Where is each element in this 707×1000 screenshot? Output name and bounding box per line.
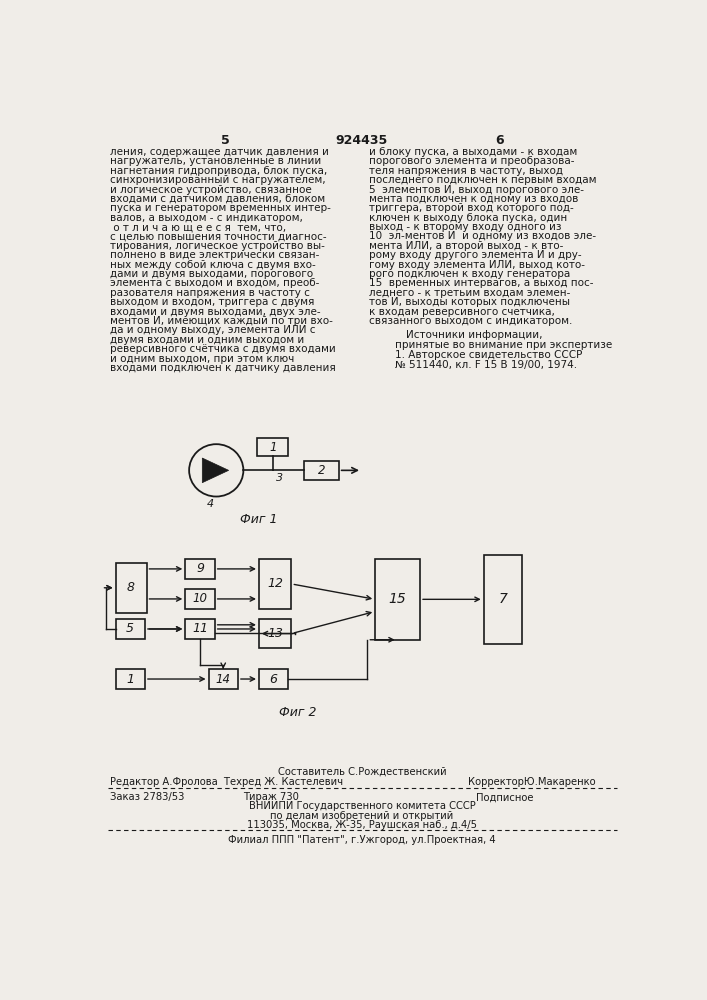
Text: с целью повышения точности диагнос-: с целью повышения точности диагнос- [110, 231, 327, 241]
Text: 6: 6 [495, 134, 503, 147]
Bar [259, 669, 288, 689]
Text: 15  временных интервагов, а выход пос-: 15 временных интервагов, а выход пос- [369, 278, 593, 288]
Text: Подписное: Подписное [476, 792, 533, 802]
Text: о т л и ч а ю щ е е с я  тем, что,: о т л и ч а ю щ е е с я тем, что, [110, 222, 286, 232]
Text: тирования, логическое устройство вы-: тирования, логическое устройство вы- [110, 241, 325, 251]
Text: мента ИЛИ, а второй выход - к вто-: мента ИЛИ, а второй выход - к вто- [369, 241, 563, 251]
Text: 2: 2 [317, 464, 325, 477]
Bar [257, 438, 288, 456]
Text: ления, содержащее датчик давления и: ления, содержащее датчик давления и [110, 147, 329, 157]
Text: Фиг 1: Фиг 1 [240, 513, 278, 526]
Text: 13: 13 [267, 627, 283, 640]
Text: Тираж 730: Тираж 730 [243, 792, 299, 802]
Text: 6: 6 [269, 673, 278, 686]
Bar [185, 619, 215, 639]
Text: по делам изобретений и открытий: по делам изобретений и открытий [270, 811, 454, 821]
Text: последнего подключен к первым входам: последнего подключен к первым входам [369, 175, 597, 185]
Text: 8: 8 [127, 581, 135, 594]
Text: Заказ 2783/53: Заказ 2783/53 [110, 792, 185, 802]
Text: 9: 9 [196, 562, 204, 575]
Text: 10  эл-ментов И  и одному из входов эле-: 10 эл-ментов И и одному из входов эле- [369, 231, 596, 241]
Text: Фиг 2: Фиг 2 [279, 706, 316, 719]
Bar [259, 619, 291, 648]
Text: входами подключен к датчику давления: входами подключен к датчику давления [110, 363, 336, 373]
Text: реверсивного счётчика с двумя входами: реверсивного счётчика с двумя входами [110, 344, 336, 354]
Bar [185, 589, 215, 609]
Text: 5: 5 [221, 134, 230, 147]
Text: 113035, Москва, Ж-35, Раушская наб., д.4/5: 113035, Москва, Ж-35, Раушская наб., д.4… [247, 820, 477, 830]
Text: Составитель С.Рождественский: Составитель С.Рождественский [278, 767, 446, 777]
Text: разователя напряжения в частоту с: разователя напряжения в частоту с [110, 288, 310, 298]
Text: и логическое устройство, связанное: и логическое устройство, связанное [110, 185, 312, 195]
Text: мента подключен к одному из входов: мента подключен к одному из входов [369, 194, 578, 204]
Text: порогового элемента и преобразова-: порогового элемента и преобразова- [369, 156, 574, 166]
Text: входами с датчиком давления, блоком: входами с датчиком давления, блоком [110, 194, 325, 204]
Text: № 511440, кл. F 15 В 19/00, 1974.: № 511440, кл. F 15 В 19/00, 1974. [395, 360, 577, 370]
Text: 4: 4 [207, 499, 214, 509]
Bar [304, 461, 339, 480]
Text: ных между собой ключа с двумя вхо-: ных между собой ключа с двумя вхо- [110, 260, 316, 270]
Text: Филиал ППП "Патент", г.Ужгород, ул.Проектная, 4: Филиал ППП "Патент", г.Ужгород, ул.Проек… [228, 835, 496, 845]
Text: синхронизированный с нагружателем,: синхронизированный с нагружателем, [110, 175, 326, 185]
Text: 10: 10 [192, 592, 207, 605]
Text: триггера, второй вход которого под-: триггера, второй вход которого под- [369, 203, 573, 213]
Text: 1: 1 [127, 673, 134, 686]
Text: 14: 14 [216, 673, 230, 686]
Text: Редактор А.Фролова  Техред Ж. Кастелевич: Редактор А.Фролова Техред Ж. Кастелевич [110, 777, 343, 787]
Text: и одним выходом, при этом ключ: и одним выходом, при этом ключ [110, 354, 294, 364]
Text: к входам реверсивного счетчика,: к входам реверсивного счетчика, [369, 307, 555, 317]
Bar [259, 559, 291, 609]
Text: леднего - к третьим входам элемен-: леднего - к третьим входам элемен- [369, 288, 571, 298]
Text: да и одному выходу, элемента ИЛИ с: да и одному выходу, элемента ИЛИ с [110, 325, 315, 335]
Text: и блоку пуска, а выходами - к входам: и блоку пуска, а выходами - к входам [369, 147, 577, 157]
Text: входами и двумя выходами, двух эле-: входами и двумя выходами, двух эле- [110, 307, 321, 317]
Text: дами и двумя выходами, порогового: дами и двумя выходами, порогового [110, 269, 313, 279]
Text: выходом и входом, триггера с двумя: выходом и входом, триггера с двумя [110, 297, 315, 307]
Text: пуска и генератором временных интер-: пуска и генератором временных интер- [110, 203, 331, 213]
Text: 15: 15 [389, 592, 407, 606]
Bar [115, 563, 146, 613]
Text: 1. Авторское свидетельство СССР: 1. Авторское свидетельство СССР [395, 350, 582, 360]
Text: ВНИИПИ Государственного комитета СССР: ВНИИПИ Государственного комитета СССР [249, 801, 475, 811]
Text: элемента с выходом и входом, преоб-: элемента с выходом и входом, преоб- [110, 278, 320, 288]
Text: полнено в виде электрически связан-: полнено в виде электрически связан- [110, 250, 320, 260]
Text: принятые во внимание при экспертизе: принятые во внимание при экспертизе [395, 340, 612, 350]
Polygon shape [202, 458, 228, 483]
Text: гому входу элемента ИЛИ, выход кото-: гому входу элемента ИЛИ, выход кото- [369, 260, 585, 270]
Bar [185, 559, 215, 579]
Text: 5  элементов И, выход порогового эле-: 5 элементов И, выход порогового эле- [369, 185, 584, 195]
Text: валов, а выходом - с индикатором,: валов, а выходом - с индикатором, [110, 213, 303, 223]
Text: 5: 5 [127, 622, 134, 635]
Text: нагнетания гидропривода, блок пуска,: нагнетания гидропривода, блок пуска, [110, 166, 327, 176]
Text: 924435: 924435 [336, 134, 388, 147]
Text: 11: 11 [192, 622, 208, 635]
Bar [115, 669, 145, 689]
Bar [375, 559, 420, 640]
Text: 3: 3 [276, 473, 283, 483]
Text: рому входу другого элемента И и дру-: рому входу другого элемента И и дру- [369, 250, 582, 260]
Text: 12: 12 [267, 577, 283, 590]
Text: 7: 7 [498, 592, 508, 606]
Text: рого подключен к входу генератора: рого подключен к входу генератора [369, 269, 570, 279]
Text: теля напряжения в частоту, выход: теля напряжения в частоту, выход [369, 166, 563, 176]
Text: ментов И, имеющих каждый по три вхо-: ментов И, имеющих каждый по три вхо- [110, 316, 333, 326]
Text: Источники информации,: Источники информации, [406, 330, 543, 340]
Text: тов И, выходы которых подключены: тов И, выходы которых подключены [369, 297, 570, 307]
Text: КорректорЮ.Макаренко: КорректорЮ.Макаренко [468, 777, 596, 787]
Text: выход - к второму входу одного из: выход - к второму входу одного из [369, 222, 561, 232]
Text: связанного выходом с индикатором.: связанного выходом с индикатором. [369, 316, 572, 326]
Bar [209, 669, 238, 689]
Bar [484, 555, 522, 644]
Text: двумя входами и одним выходом и: двумя входами и одним выходом и [110, 335, 304, 345]
Bar [115, 619, 145, 639]
Text: нагружатель, установленные в линии: нагружатель, установленные в линии [110, 156, 321, 166]
Text: ключен к выходу блока пуска, один: ключен к выходу блока пуска, один [369, 213, 567, 223]
Text: 1: 1 [269, 441, 276, 454]
